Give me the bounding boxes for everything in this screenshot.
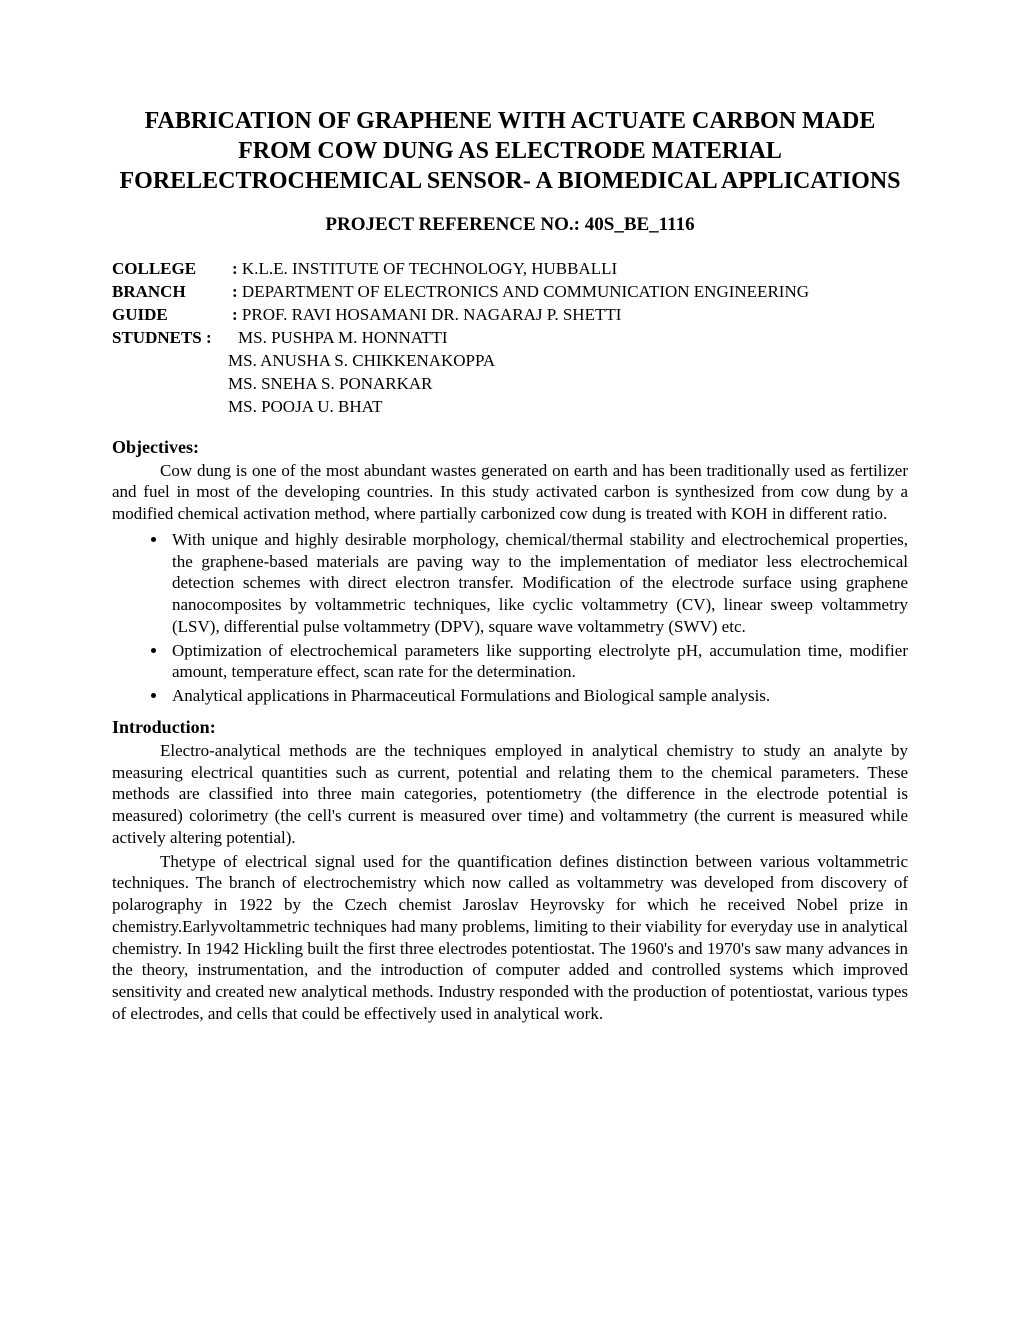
- meta-value-college: K.L.E. INSTITUTE OF TECHNOLOGY, HUBBALLI: [242, 258, 617, 281]
- objectives-list: With unique and highly desirable morphol…: [112, 529, 908, 707]
- section-heading-introduction: Introduction:: [112, 717, 908, 738]
- objectives-intro: Cow dung is one of the most abundant was…: [112, 460, 908, 525]
- meta-row-students: STUDNETS : MS. PUSHPA M. HONNATTI: [112, 327, 908, 350]
- meta-colon: :: [232, 281, 242, 304]
- meta-row-guide: GUIDE : PROF. RAVI HOSAMANI DR. NAGARAJ …: [112, 304, 908, 327]
- document-page: FABRICATION OF GRAPHENE WITH ACTUATE CAR…: [0, 0, 1020, 1320]
- meta-value-student-0: MS. PUSHPA M. HONNATTI: [238, 327, 448, 350]
- intro-para-2: Thetype of electrical signal used for th…: [112, 851, 908, 1025]
- meta-value-student-2: MS. SNEHA S. PONARKAR: [112, 373, 908, 396]
- meta-row-branch: BRANCH : DEPARTMENT OF ELECTRONICS AND C…: [112, 281, 908, 304]
- section-heading-objectives: Objectives:: [112, 437, 908, 458]
- document-title: FABRICATION OF GRAPHENE WITH ACTUATE CAR…: [112, 106, 908, 196]
- meta-colon: :: [232, 258, 242, 281]
- meta-value-student-1: MS. ANUSHA S. CHIKKENAKOPPA: [112, 350, 908, 373]
- meta-value-student-3: MS. POOJA U. BHAT: [112, 396, 908, 419]
- meta-label-branch: BRANCH: [112, 281, 232, 304]
- meta-value-branch: DEPARTMENT OF ELECTRONICS AND COMMUNICAT…: [242, 281, 809, 304]
- meta-row-college: COLLEGE : K.L.E. INSTITUTE OF TECHNOLOGY…: [112, 258, 908, 281]
- project-reference: PROJECT REFERENCE NO.: 40S_BE_1116: [112, 214, 908, 236]
- meta-label-students: STUDNETS :: [112, 327, 238, 350]
- meta-label-guide: GUIDE: [112, 304, 232, 327]
- meta-value-guide: PROF. RAVI HOSAMANI DR. NAGARAJ P. SHETT…: [242, 304, 621, 327]
- list-item: With unique and highly desirable morphol…: [168, 529, 908, 638]
- meta-colon: :: [232, 304, 242, 327]
- meta-label-college: COLLEGE: [112, 258, 232, 281]
- meta-block: COLLEGE : K.L.E. INSTITUTE OF TECHNOLOGY…: [112, 258, 908, 419]
- intro-para-1: Electro-analytical methods are the techn…: [112, 740, 908, 849]
- list-item: Analytical applications in Pharmaceutica…: [168, 685, 908, 707]
- list-item: Optimization of electrochemical paramete…: [168, 640, 908, 684]
